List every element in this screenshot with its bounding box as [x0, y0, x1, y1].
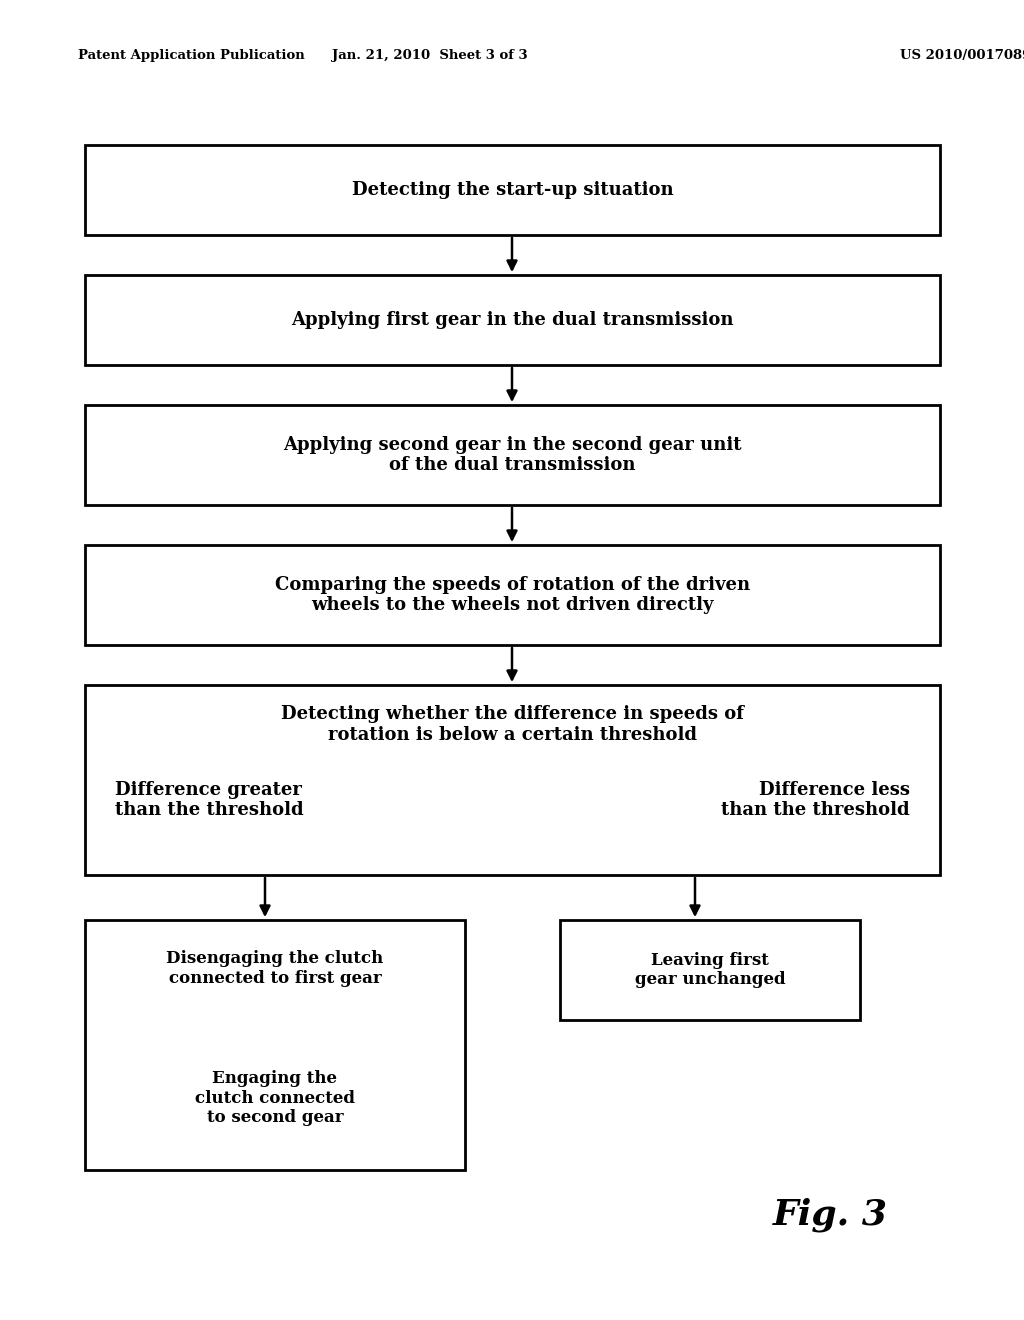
Bar	[560, 920, 860, 1020]
Text: Jan. 21, 2010  Sheet 3 of 3: Jan. 21, 2010 Sheet 3 of 3	[332, 49, 527, 62]
Bar	[85, 920, 465, 1170]
Bar	[85, 685, 940, 875]
Text: Engaging the
clutch connected
to second gear: Engaging the clutch connected to second …	[195, 1071, 355, 1126]
Text: US 2010/0017089 A1: US 2010/0017089 A1	[900, 49, 1024, 62]
Text: Fig. 3: Fig. 3	[772, 1197, 888, 1233]
Text: Detecting the start-up situation: Detecting the start-up situation	[351, 181, 674, 199]
Text: Applying first gear in the dual transmission: Applying first gear in the dual transmis…	[291, 312, 734, 329]
Text: Difference less
than the threshold: Difference less than the threshold	[721, 780, 910, 820]
Bar	[85, 405, 940, 506]
Text: Leaving first
gear unchanged: Leaving first gear unchanged	[635, 952, 785, 989]
Text: Patent Application Publication: Patent Application Publication	[78, 49, 305, 62]
Text: Detecting whether the difference in speeds of
rotation is below a certain thresh: Detecting whether the difference in spee…	[281, 705, 744, 743]
Bar	[85, 145, 940, 235]
Text: Comparing the speeds of rotation of the driven
wheels to the wheels not driven d: Comparing the speeds of rotation of the …	[274, 576, 750, 614]
Bar	[85, 275, 940, 366]
Bar	[85, 545, 940, 645]
Text: Disengaging the clutch
connected to first gear: Disengaging the clutch connected to firs…	[166, 950, 384, 986]
Text: Difference greater
than the threshold: Difference greater than the threshold	[115, 780, 304, 820]
Text: Applying second gear in the second gear unit
of the dual transmission: Applying second gear in the second gear …	[284, 436, 741, 474]
